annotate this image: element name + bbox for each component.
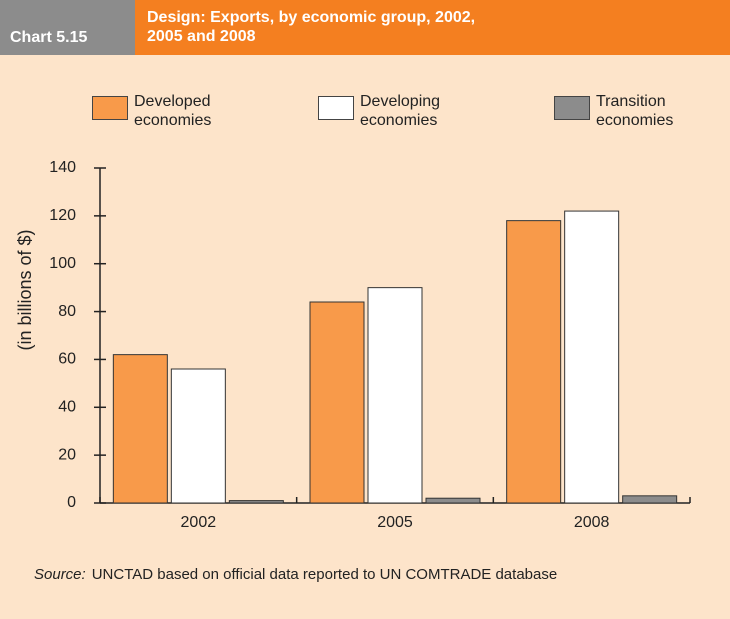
legend-label: Developing economies	[360, 93, 441, 129]
y-tick-label: 60	[58, 351, 76, 368]
y-tick-label: 120	[49, 207, 76, 224]
bar	[170, 368, 226, 504]
legend-item: Developing economies	[318, 92, 470, 130]
legend-swatch	[92, 96, 128, 120]
bar	[564, 210, 620, 504]
chart-title: Design: Exports, by economic group, 2002…	[147, 9, 476, 45]
bar	[506, 220, 562, 504]
y-tick-label: 40	[58, 399, 76, 416]
legend-swatch	[318, 96, 354, 120]
legend-label: Developed economies	[134, 93, 212, 129]
source-label: Source:	[34, 566, 86, 583]
y-axis-label: (in billions of $)	[15, 229, 35, 350]
source-note: Source: UNCTAD based on official data rep…	[34, 566, 557, 583]
y-tick-label: 140	[49, 159, 76, 176]
x-tick-label: 2005	[377, 514, 413, 531]
chart-tab: Chart 5.15	[0, 0, 135, 55]
bar	[309, 301, 365, 504]
x-tick-label: 2008	[574, 514, 610, 531]
bar	[112, 354, 168, 504]
bar	[228, 500, 284, 504]
legend-item: Developed economies	[92, 92, 244, 130]
bar	[622, 495, 678, 504]
bar	[367, 287, 423, 504]
legend-label: Transition economies	[596, 93, 674, 129]
x-tick-label: 2002	[181, 514, 217, 531]
y-tick-label: 80	[58, 303, 76, 320]
y-tick-label: 0	[67, 494, 76, 511]
source-text: UNCTAD based on official data reported t…	[91, 566, 558, 583]
y-tick-label: 100	[49, 255, 76, 272]
legend-item: Transition economies	[554, 92, 706, 130]
title-band: Design: Exports, by economic group, 2002…	[135, 0, 730, 55]
legend-swatch	[554, 96, 590, 120]
chart-number: Chart 5.15	[10, 29, 88, 46]
y-tick-label: 20	[58, 446, 76, 463]
bar	[425, 497, 481, 504]
